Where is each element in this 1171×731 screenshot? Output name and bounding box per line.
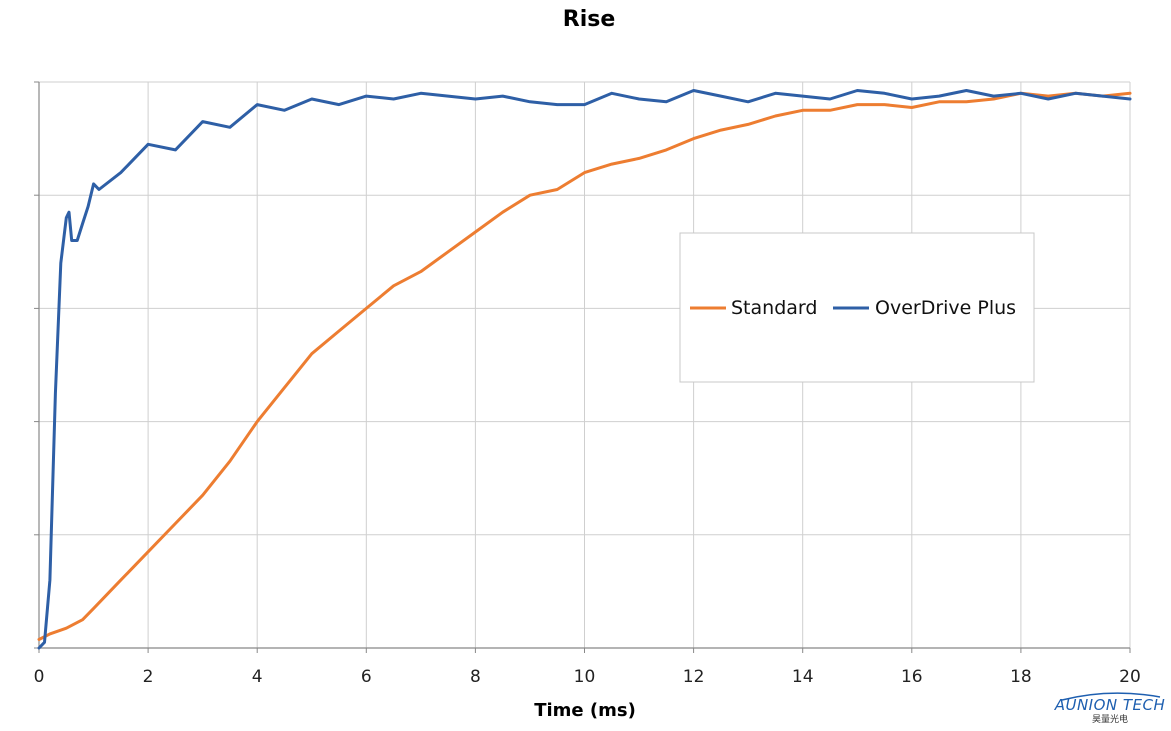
x-tick-label: 14 bbox=[792, 667, 814, 687]
x-tick-label: 16 bbox=[901, 667, 923, 687]
logo-text: AUNION TECH bbox=[1054, 696, 1166, 714]
company-logo: AUNION TECH 昊量光电 bbox=[1054, 692, 1166, 725]
logo-subtext: 昊量光电 bbox=[1092, 713, 1128, 725]
x-tick-label: 2 bbox=[143, 667, 154, 687]
series-line-overdrive-plus bbox=[37, 89, 1132, 650]
x-tick-label: 4 bbox=[252, 667, 263, 687]
series-line-standard bbox=[37, 91, 1132, 641]
x-tick-label: 10 bbox=[574, 667, 596, 687]
x-tick-label: 6 bbox=[361, 667, 372, 687]
axes bbox=[34, 81, 1131, 653]
legend-label-standard: Standard bbox=[731, 297, 817, 319]
x-axis-label: Time (ms) bbox=[534, 700, 636, 721]
series-lines bbox=[37, 89, 1132, 650]
legend-label-overdrive-plus: OverDrive Plus bbox=[875, 297, 1016, 319]
x-tick-label: 12 bbox=[683, 667, 705, 687]
x-tick-label: 8 bbox=[470, 667, 481, 687]
x-tick-label: 20 bbox=[1119, 667, 1141, 687]
legend: Standard OverDrive Plus bbox=[679, 232, 1035, 383]
logo-swoosh-icon bbox=[1061, 692, 1161, 701]
chart-title: Rise bbox=[563, 7, 616, 32]
x-tick-label: 18 bbox=[1010, 667, 1032, 687]
x-tick-label: 0 bbox=[34, 667, 45, 687]
x-tick-labels: 0 2 4 6 8 10 12 14 16 18 20 bbox=[34, 667, 1141, 687]
